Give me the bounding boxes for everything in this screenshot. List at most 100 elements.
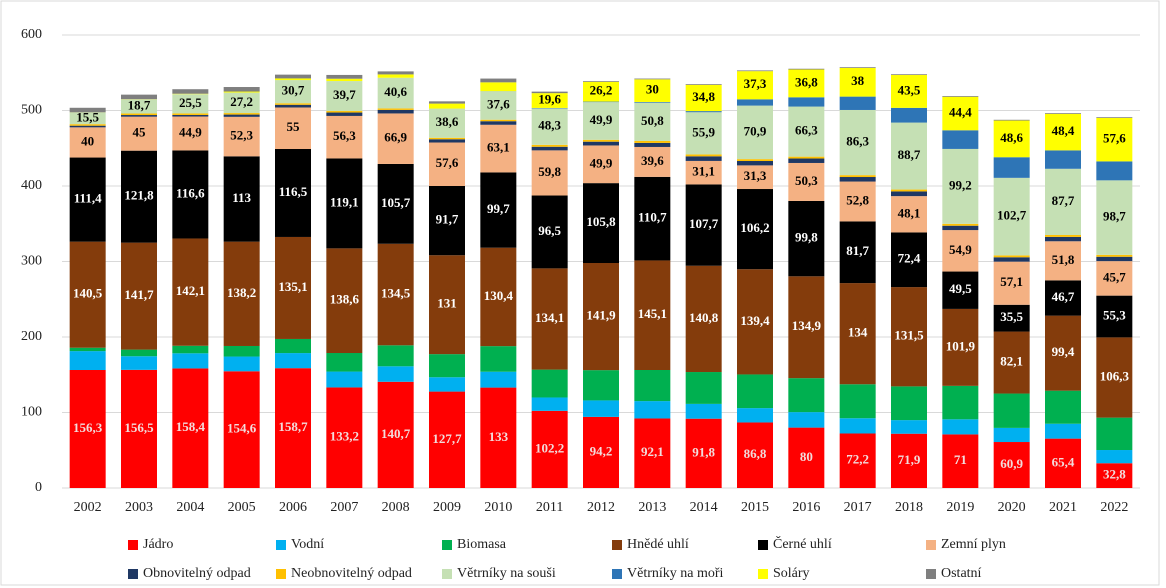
x-tick-label: 2008: [382, 500, 410, 515]
bar-segment: [942, 385, 979, 420]
bar-segment: [839, 175, 876, 178]
bar-segment: [993, 255, 1030, 258]
bar-segment: [993, 261, 1030, 305]
value-label: 99,7: [487, 201, 510, 216]
bar-segment: [634, 260, 671, 370]
bar-segment: [1045, 241, 1081, 281]
bar-segment: [121, 349, 157, 357]
bar-segment: [172, 345, 209, 354]
bar-segment: [737, 422, 773, 488]
value-label: 134: [848, 325, 868, 340]
bar-segment: [788, 378, 825, 413]
bar-segment: [942, 96, 979, 131]
bar-segment: [429, 139, 465, 143]
value-label: 139,4: [740, 313, 770, 328]
value-label: 99,8: [795, 230, 818, 245]
bar-segment: [583, 263, 619, 371]
bar-segment: [121, 94, 157, 100]
x-tick-label: 2004: [176, 500, 204, 515]
bar-segment: [1096, 117, 1133, 118]
value-label: 38: [851, 73, 865, 88]
value-label: 50,3: [795, 173, 818, 188]
bar-segment: [480, 78, 517, 83]
x-tick-label: 2016: [792, 500, 820, 515]
value-label: 134,5: [381, 286, 411, 301]
legend-swatch: [442, 540, 452, 550]
bar-segment: [69, 347, 106, 352]
bar-segment: [737, 408, 773, 423]
value-label: 140,8: [689, 310, 719, 325]
bar-segment: [121, 113, 157, 116]
bar-segment: [685, 156, 722, 161]
bar-segment: [377, 113, 414, 164]
legend-label: Zemní plyn: [941, 537, 1006, 552]
x-tick-label: 2012: [587, 500, 615, 515]
y-tick-label: 100: [21, 405, 42, 420]
legend-swatch: [442, 569, 452, 579]
y-tick-label: 400: [21, 178, 42, 193]
bar-segment: [1096, 450, 1133, 464]
bar-segment: [1045, 390, 1081, 424]
bar-segment: [326, 111, 363, 113]
bar-segment: [429, 108, 465, 138]
value-label: 48,3: [538, 118, 561, 133]
bar-segment: [121, 242, 157, 350]
bar-segment: [121, 115, 157, 117]
value-label: 31,3: [744, 168, 767, 183]
bar-segment: [531, 397, 568, 411]
legend-label: Jádro: [143, 537, 173, 552]
value-label: 156,5: [124, 420, 154, 435]
bar-segment: [737, 374, 773, 409]
bar-segment: [1096, 463, 1133, 488]
bar-segment: [737, 71, 773, 100]
bar-segment: [69, 125, 106, 128]
value-label: 31,1: [692, 164, 715, 179]
bar-segment: [480, 346, 517, 372]
x-tick-label: 2007: [330, 500, 358, 515]
bar-segment: [1045, 315, 1081, 391]
x-tick-label: 2006: [279, 500, 307, 515]
bar-segment: [429, 186, 465, 256]
bar-segment: [993, 304, 1030, 332]
bar-segment: [531, 91, 568, 94]
bar-segment: [429, 377, 465, 392]
value-label: 131: [437, 296, 457, 311]
value-label: 40,6: [384, 84, 407, 99]
value-label: 26,2: [590, 83, 613, 98]
value-label: 133: [489, 429, 509, 444]
x-tick-label: 2011: [536, 500, 563, 515]
bar-segment: [788, 412, 825, 428]
value-label: 88,7: [898, 147, 921, 162]
bar-segment: [275, 353, 311, 369]
bar-segment: [891, 191, 927, 197]
value-label: 56,3: [333, 128, 356, 143]
bar-segment: [685, 84, 722, 112]
bar-segment: [377, 74, 414, 78]
bar-segment: [531, 150, 568, 196]
value-label: 82,1: [1000, 354, 1023, 369]
bar-segment: [737, 269, 773, 375]
bar-segment: [377, 243, 414, 346]
bar-segment: [993, 157, 1030, 178]
bar-segment: [839, 384, 876, 419]
bar-segment: [69, 124, 106, 126]
bar-segment: [223, 345, 260, 357]
bar-segment: [172, 150, 209, 239]
bar-segment: [1096, 180, 1133, 255]
bar-segment: [531, 146, 568, 151]
value-label: 96,5: [538, 223, 561, 238]
bar-segment: [839, 109, 876, 176]
bar-segment: [531, 108, 568, 145]
bar-segment: [223, 114, 260, 117]
bar-segment: [531, 268, 568, 370]
x-tick-label: 2009: [433, 500, 461, 515]
bar-segment: [1045, 113, 1081, 151]
bar-segment: [942, 130, 979, 149]
bar-segment: [634, 142, 671, 147]
bar-segment: [223, 241, 260, 346]
bar-segment: [429, 101, 465, 104]
legend-label: Soláry: [773, 566, 810, 581]
y-tick-label: 300: [21, 254, 42, 269]
bar-segment: [531, 410, 568, 488]
value-label: 87,7: [1052, 193, 1075, 208]
